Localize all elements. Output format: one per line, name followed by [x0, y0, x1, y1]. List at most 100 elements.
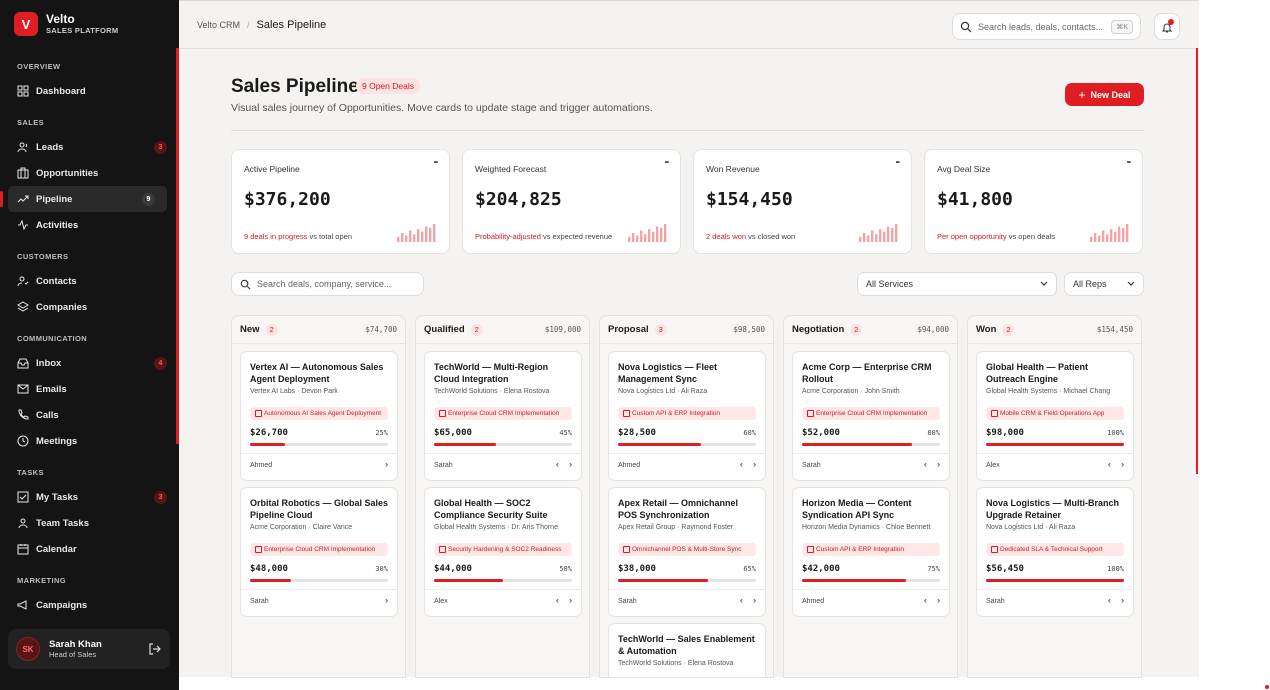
- deal-amount: $38,000: [618, 564, 656, 574]
- search-icon: [240, 279, 251, 289]
- global-search[interactable]: Search leads, deals, contacts... ⌘K: [952, 13, 1141, 40]
- chevron-right-icon[interactable]: ›: [1121, 595, 1124, 605]
- sidebar-item-emails[interactable]: Emails: [0, 376, 179, 402]
- stat-label: Avg Deal Size: [937, 164, 991, 174]
- sparkline-bar: [1126, 224, 1129, 242]
- chevron-right-icon[interactable]: ›: [753, 459, 756, 469]
- sidebar-item-companies[interactable]: Companies: [0, 294, 179, 320]
- deal-company: Global Health Systems · Dr. Aris Thorne: [434, 524, 558, 531]
- sidebar-item-my-tasks[interactable]: My Tasks 3: [0, 484, 179, 510]
- user-card[interactable]: SK Sarah Khan Head of Sales: [8, 629, 170, 669]
- divider: [231, 130, 1144, 131]
- sidebar-item-label: Pipeline: [36, 193, 73, 205]
- logout-icon[interactable]: [148, 642, 162, 656]
- sidebar-item-leads[interactable]: Leads 3: [0, 134, 179, 160]
- deal-card[interactable]: Acme Corp — Enterprise CRM Rollout Acme C…: [792, 351, 950, 481]
- inbox-icon: [17, 358, 29, 369]
- sidebar-item-icon-wrap: [17, 383, 29, 395]
- deal-card[interactable]: TechWorld — Multi-Region Cloud Integrati…: [424, 351, 582, 481]
- chevron-left-icon[interactable]: ‹: [924, 459, 927, 469]
- sidebar-item-team-tasks[interactable]: Team Tasks: [0, 510, 179, 536]
- more-icon[interactable]: •••: [664, 160, 669, 166]
- chevron-right-icon[interactable]: ›: [569, 459, 572, 469]
- service-tag: Dedicated SLA & Technical Support: [986, 543, 1124, 556]
- breadcrumb-separator: /: [247, 20, 250, 30]
- deal-title: Nova Logistics — Fleet Management Sync: [618, 362, 718, 384]
- briefcase-icon: [17, 167, 29, 179]
- chevron-left-icon[interactable]: ‹: [1108, 459, 1111, 469]
- sidebar-item-meetings[interactable]: Meetings: [0, 428, 179, 454]
- deal-title: TechWorld — Multi-Region Cloud Integrati…: [434, 362, 549, 384]
- deal-owner: Ahmed: [802, 598, 825, 605]
- chevron-right-icon[interactable]: ›: [937, 595, 940, 605]
- chevron-left-icon[interactable]: ‹: [556, 459, 559, 469]
- sidebar-item-opportunities[interactable]: Opportunities: [0, 160, 179, 186]
- chevron-left-icon[interactable]: ‹: [1108, 595, 1111, 605]
- chevron-left-icon[interactable]: ‹: [740, 595, 743, 605]
- sidebar-item-dashboard[interactable]: Dashboard: [0, 78, 179, 104]
- card-divider: [425, 589, 581, 590]
- deal-card[interactable]: Global Health — SOC2 Compliance Security…: [424, 487, 582, 617]
- sparkline-bars: [1090, 224, 1129, 242]
- sparkline-bar: [640, 230, 643, 242]
- service-tag: Enterprise Cloud CRM Implementation: [434, 407, 572, 420]
- sparkline-bars: [859, 224, 898, 242]
- brand[interactable]: V Velto SALES PLATFORM: [14, 12, 118, 36]
- notifications-button[interactable]: [1154, 13, 1180, 40]
- chevron-right-icon[interactable]: ›: [385, 459, 388, 469]
- checkbox-icon: [17, 491, 29, 503]
- sparkline-bar: [1118, 226, 1121, 242]
- sparkline-bar: [652, 231, 655, 242]
- chevron-right-icon[interactable]: ›: [937, 459, 940, 469]
- deal-search-input[interactable]: Search deals, company, service...: [231, 272, 424, 296]
- sidebar-item-calls[interactable]: Calls: [0, 402, 179, 428]
- service-filter-select[interactable]: All Services: [857, 272, 1057, 296]
- sidebar-item-badge: 3: [154, 490, 167, 504]
- sidebar-item-pipeline[interactable]: Pipeline 9: [0, 186, 167, 212]
- sidebar-item-campaigns[interactable]: Campaigns: [0, 592, 179, 618]
- sidebar-item-badge: 3: [154, 140, 167, 154]
- card-divider: [793, 589, 949, 590]
- deal-card[interactable]: Apex Retail — Omnichannel POS Synchroniz…: [608, 487, 766, 617]
- chevron-right-icon[interactable]: ›: [569, 595, 572, 605]
- chevron-left-icon[interactable]: ‹: [924, 595, 927, 605]
- sparkline-bar: [413, 234, 416, 242]
- sidebar-item-inbox[interactable]: Inbox 4: [0, 350, 179, 376]
- deal-card[interactable]: Nova Logistics — Multi-Branch Upgrade Re…: [976, 487, 1134, 617]
- sidebar-item-label: Campaigns: [36, 599, 88, 611]
- deal-card[interactable]: Vertex AI — Autonomous Sales Agent Deplo…: [240, 351, 398, 481]
- chevron-right-icon[interactable]: ›: [385, 595, 388, 605]
- chevron-left-icon[interactable]: ‹: [556, 595, 559, 605]
- service-tag: Autonomous AI Sales Agent Deployment: [250, 407, 388, 420]
- deal-card[interactable]: Orbital Robotics — Global Sales Pipeline…: [240, 487, 398, 617]
- more-icon[interactable]: •••: [1126, 160, 1131, 166]
- more-icon[interactable]: •••: [895, 160, 900, 166]
- deal-card[interactable]: Horizon Media — Content Syndication API …: [792, 487, 950, 617]
- chevron-right-icon[interactable]: ›: [753, 595, 756, 605]
- new-deal-button[interactable]: + New Deal: [1065, 83, 1144, 106]
- stat-label: Weighted Forecast: [475, 164, 547, 174]
- deal-amount: $42,000: [802, 564, 840, 574]
- sidebar-item-icon-wrap: [17, 301, 29, 313]
- card-divider: [609, 589, 765, 590]
- more-icon[interactable]: •••: [433, 160, 438, 166]
- sidebar-item-calendar[interactable]: Calendar: [0, 536, 179, 562]
- pipeline-column: Proposal 3 $98,500 Nova Logistics — Fleet M…: [599, 315, 774, 678]
- deal-card[interactable]: Nova Logistics — Fleet Management Sync No…: [608, 351, 766, 481]
- breadcrumb-root[interactable]: Velto CRM: [197, 20, 241, 30]
- service-tag: Mobile CRM & Field Operations App: [986, 407, 1124, 420]
- stat-value: $154,450: [706, 189, 793, 210]
- contact-icon: [17, 276, 29, 287]
- rep-filter-select[interactable]: All Reps: [1064, 272, 1144, 296]
- sparkline-bars: [628, 224, 667, 242]
- deal-card[interactable]: TechWorld — Sales Enablement & Automatio…: [608, 623, 766, 677]
- probability-fill: [802, 579, 906, 582]
- service-filter-value: All Services: [866, 279, 914, 289]
- chevron-left-icon[interactable]: ‹: [740, 459, 743, 469]
- chevron-right-icon[interactable]: ›: [1121, 459, 1124, 469]
- deal-title: Orbital Robotics — Global Sales Pipeline…: [250, 498, 389, 520]
- main-area: Velto CRM / Sales Pipeline Search leads,…: [179, 0, 1199, 678]
- sidebar-item-activities[interactable]: Activities: [0, 212, 179, 238]
- sidebar-item-contacts[interactable]: Contacts: [0, 268, 179, 294]
- deal-card[interactable]: Global Health — Patient Outreach Engine G…: [976, 351, 1134, 481]
